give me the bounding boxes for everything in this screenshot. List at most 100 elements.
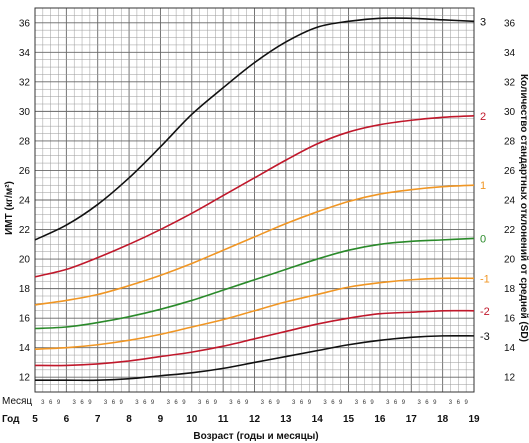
y-tick-label-right: 20 — [504, 255, 516, 266]
x-tick-label-month: 9 — [88, 400, 92, 406]
plot-border — [34, 7, 475, 393]
x-tick-label-month: 9 — [214, 400, 218, 406]
y-tick-label: 22 — [19, 225, 31, 236]
y-tick-label: 16 — [19, 314, 31, 325]
series-label-3: 0 — [480, 233, 486, 245]
x-tick-label-month: 3 — [323, 400, 327, 406]
year-row-label: Год — [2, 414, 20, 425]
y-tick-label-right: 24 — [504, 196, 516, 207]
y-tick-label: 26 — [19, 166, 31, 177]
x-tick-label-month: 3 — [292, 400, 296, 406]
y-tick-label-right: 36 — [504, 18, 516, 29]
x-tick-label-month: 9 — [276, 400, 280, 406]
x-tick-label-year: 18 — [437, 414, 449, 425]
y-tick-label-right: 26 — [504, 166, 516, 177]
x-tick-label-month: 3 — [167, 400, 171, 406]
x-tick-label-month: 9 — [120, 400, 124, 406]
x-tick-label-month: 9 — [433, 400, 437, 406]
y-tick-label-right: 14 — [504, 343, 516, 354]
x-tick-label-month: 9 — [182, 400, 186, 406]
x-tick-label-month: 3 — [449, 400, 453, 406]
series-line-2 — [34, 184, 475, 306]
x-tick-label-year: 5 — [32, 414, 38, 425]
x-tick-label-month: 6 — [143, 400, 147, 406]
y-tick-label: 36 — [19, 18, 31, 29]
series-label-5: -2 — [480, 306, 490, 318]
series-line-5 — [34, 309, 475, 367]
x-tick-label-year: 12 — [249, 414, 261, 425]
series-label-4: -1 — [480, 273, 490, 285]
x-tick-label-month: 6 — [331, 400, 335, 406]
x-tick-label-month: 9 — [151, 400, 155, 406]
y-tick-label-right: 22 — [504, 225, 516, 236]
x-tick-label-month: 6 — [300, 400, 304, 406]
y-tick-labels-right: 12 14 16 18 20 22 24 26 28 30 32 34 36 — [504, 18, 516, 383]
x-tick-label-month: 3 — [261, 400, 265, 406]
y-tick-label: 28 — [19, 136, 31, 147]
curves — [34, 17, 475, 382]
x-tick-label-month: 6 — [394, 400, 398, 406]
x-tick-label-year: 17 — [406, 414, 418, 425]
x-tick-label-month: 3 — [417, 400, 421, 406]
x-tick-label-year: 7 — [95, 414, 101, 425]
x-tick-label-month: 6 — [80, 400, 84, 406]
x-tick-label-month: 3 — [386, 400, 390, 406]
y-tick-label-right: 16 — [504, 314, 516, 325]
y-tick-label: 12 — [19, 373, 31, 384]
series-label-1: 2 — [480, 111, 486, 123]
y-tick-label-right: 12 — [504, 373, 516, 384]
y-tick-label-right: 34 — [504, 48, 516, 59]
y-tick-label: 32 — [19, 77, 31, 88]
y-tick-label-right: 18 — [504, 284, 516, 295]
series-line-0 — [34, 17, 475, 241]
x-tick-label-month: 9 — [370, 400, 374, 406]
y-tick-label: 20 — [19, 255, 31, 266]
x-tick-label-year: 8 — [126, 414, 132, 425]
x-tick-label-month: 9 — [57, 400, 61, 406]
series-label-2: 1 — [480, 180, 486, 192]
y-axis-label: ИМТ (кг/м²) — [4, 181, 15, 235]
x-tick-label-month: 6 — [425, 400, 429, 406]
x-tick-label-year: 19 — [468, 414, 480, 425]
y-tick-label-right: 30 — [504, 107, 516, 118]
x-tick-label-year: 14 — [312, 414, 324, 425]
grid — [34, 7, 475, 393]
series-line-6 — [35, 334, 475, 382]
x-tick-label-month: 3 — [198, 400, 202, 406]
x-tick-label-year: 9 — [158, 414, 164, 425]
x-tick-label-month: 6 — [457, 400, 461, 406]
x-tick-label-year: 15 — [343, 414, 355, 425]
x-tick-label-month: 3 — [355, 400, 359, 406]
series-line-4 — [34, 277, 475, 350]
series-line-1 — [34, 115, 475, 278]
x-tick-label-year: 6 — [64, 414, 70, 425]
x-tick-label-month: 6 — [206, 400, 210, 406]
x-tick-label-month: 3 — [73, 400, 77, 406]
y-tick-label: 14 — [19, 343, 31, 354]
series-labels: 3 2 1 0 -1 -2 -3 — [480, 16, 490, 343]
y-tick-label-right: 28 — [504, 136, 516, 147]
x-tick-label-month: 3 — [104, 400, 108, 406]
x-tick-label-year: 16 — [374, 414, 386, 425]
x-axis-label: Возраст (годы и месяцы) — [193, 431, 318, 442]
x-tick-label-month: 9 — [339, 400, 343, 406]
x-tick-label-year: 11 — [218, 414, 229, 425]
series-label-0: 3 — [480, 16, 486, 28]
x-tick-label-month: 3 — [41, 400, 45, 406]
y-axis-label-right: Количество стандартных отклонений от сре… — [518, 74, 529, 342]
series-label-6: -3 — [480, 331, 490, 343]
x-tick-label-month: 6 — [112, 400, 116, 406]
x-tick-label-month: 6 — [49, 400, 53, 406]
x-tick-label-month: 9 — [402, 400, 406, 406]
x-tick-label-year: 10 — [186, 414, 198, 425]
y-tick-label-right: 32 — [504, 77, 516, 88]
series-line-3 — [34, 237, 475, 330]
x-tick-label-month: 9 — [464, 400, 468, 406]
x-tick-label-month: 6 — [174, 400, 178, 406]
y-tick-label: 24 — [19, 196, 31, 207]
y-tick-label: 18 — [19, 284, 31, 295]
x-tick-label-month: 9 — [308, 400, 312, 406]
x-tick-label-month: 6 — [363, 400, 367, 406]
